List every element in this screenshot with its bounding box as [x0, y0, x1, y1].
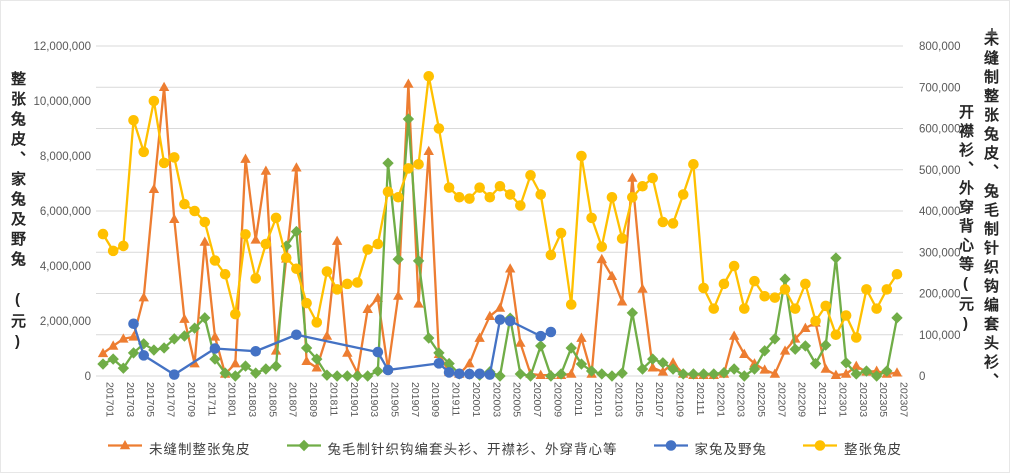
legend-item-domestic-and-wild-rabbit[interactable]: 家兔及野兔: [653, 438, 768, 458]
svg-text:800,000: 800,000: [919, 41, 961, 53]
svg-text:202205: 202205: [755, 382, 767, 417]
svg-text:0: 0: [85, 371, 91, 383]
svg-text:8,000,000: 8,000,000: [40, 151, 91, 163]
chart-legend: 未缝制整张兔皮 兔毛制针织钩编套头衫、开襟衫、外穿背心等 家兔及野兔 整张兔皮: [1, 438, 1009, 458]
legend-item-knitted-pullover-cardigan-vest[interactable]: 兔毛制针织钩编套头衫、开襟衫、外穿背心等: [286, 438, 618, 458]
svg-text:202207: 202207: [775, 382, 787, 417]
svg-text:202307: 202307: [898, 382, 910, 417]
svg-text:10,000,000: 10,000,000: [33, 96, 91, 108]
svg-text:202001: 202001: [470, 382, 482, 417]
svg-text:400,000: 400,000: [919, 206, 961, 218]
svg-text:201711: 201711: [205, 382, 217, 416]
svg-text:201707: 201707: [165, 382, 177, 417]
svg-text:200,000: 200,000: [919, 289, 961, 301]
svg-text:700,000: 700,000: [919, 82, 961, 94]
svg-text:201903: 201903: [368, 382, 380, 417]
svg-text:202203: 202203: [735, 382, 747, 417]
svg-text:202211: 202211: [816, 382, 828, 416]
svg-text:202109: 202109: [674, 382, 686, 417]
svg-text:201807: 201807: [287, 382, 299, 417]
legend-item-unsewn-whole-rabbit-skin[interactable]: 未缝制整张兔皮: [108, 438, 251, 458]
svg-text:202103: 202103: [612, 382, 624, 417]
svg-text:202003: 202003: [490, 382, 502, 417]
svg-text:202111: 202111: [694, 382, 706, 416]
svg-text:12,000,000: 12,000,000: [33, 41, 91, 53]
x-axis-labels: 201701 201703 201705 201707 201709 201711 2018…: [104, 382, 910, 417]
svg-text:201801: 201801: [226, 382, 238, 417]
orange-triangle-line-icon: [108, 439, 142, 457]
svg-text:202201: 202201: [714, 382, 726, 417]
svg-text:201805: 201805: [266, 382, 278, 417]
svg-text:201907: 201907: [409, 382, 421, 417]
legend-label: 未缝制整张兔皮: [149, 442, 251, 457]
svg-text:500,000: 500,000: [919, 165, 961, 177]
svg-text:201809: 201809: [307, 382, 319, 417]
svg-text:202007: 202007: [531, 382, 543, 417]
svg-text:201905: 201905: [389, 382, 401, 417]
svg-text:202105: 202105: [633, 382, 645, 417]
svg-text:202101: 202101: [592, 382, 604, 417]
legend-label: 整张兔皮: [844, 442, 902, 457]
svg-text:2,000,000: 2,000,000: [40, 316, 91, 328]
svg-text:201709: 201709: [185, 382, 197, 417]
series-knitted-pullover-cardigan-vest[interactable]: [97, 113, 903, 382]
svg-text:201803: 201803: [246, 382, 258, 417]
svg-text:202009: 202009: [551, 382, 563, 417]
yellow-circle-line-icon: [803, 439, 837, 457]
svg-text:202107: 202107: [653, 382, 665, 417]
right-axis-title-line2: 开襟衫、外穿背心等(元): [957, 104, 974, 336]
svg-text:0: 0: [919, 371, 925, 383]
svg-text:300,000: 300,000: [919, 247, 961, 259]
right-axis-ticks: 0 100,000 200,000 300,000 400,000 500,000 600,…: [919, 41, 961, 383]
series-domestic-and-wild-rabbit[interactable]: [128, 314, 557, 380]
svg-text:100,000: 100,000: [919, 330, 961, 342]
left-axis-ticks: 0 2,000,000 4,000,000 6,000,000 8,000,000 10,…: [33, 41, 91, 383]
svg-text:202301: 202301: [836, 382, 848, 417]
plus-icon[interactable]: +: [987, 23, 997, 42]
blue-circle-line-icon: [653, 439, 688, 457]
svg-text:600,000: 600,000: [919, 124, 961, 136]
svg-text:202209: 202209: [796, 382, 808, 417]
svg-text:201909: 201909: [429, 382, 441, 417]
svg-text:202005: 202005: [511, 382, 523, 417]
plot-svg[interactable]: 0 2,000,000 4,000,000 6,000,000 8,000,000 10,…: [1, 1, 1010, 437]
svg-text:4,000,000: 4,000,000: [40, 261, 91, 273]
svg-text:201811: 201811: [327, 382, 339, 416]
svg-text:202303: 202303: [857, 382, 869, 417]
legend-label: 家兔及野兔: [694, 442, 767, 457]
legend-item-whole-rabbit-skin[interactable]: 整张兔皮: [803, 438, 902, 458]
series-whole-rabbit-skin[interactable]: [97, 70, 903, 343]
svg-text:201701: 201701: [104, 382, 116, 417]
legend-label: 兔毛制针织钩编套头衫、开襟衫、外穿背心等: [327, 442, 618, 457]
series-unsewn-whole-rabbit-skin[interactable]: [97, 78, 903, 379]
right-axis-title-line1: 未缝制整张兔皮、兔毛制针织钩编套头衫、: [982, 31, 999, 392]
svg-text:202011: 202011: [572, 382, 584, 416]
svg-text:202305: 202305: [877, 382, 889, 417]
svg-text:6,000,000: 6,000,000: [40, 206, 91, 218]
svg-text:201705: 201705: [144, 382, 156, 417]
left-axis-title: 整张兔皮、家兔及野兔 (元): [9, 71, 26, 355]
green-diamond-line-icon: [286, 439, 321, 457]
svg-text:201703: 201703: [124, 382, 136, 417]
svg-text:201911: 201911: [450, 382, 462, 416]
svg-text:201901: 201901: [348, 382, 360, 417]
